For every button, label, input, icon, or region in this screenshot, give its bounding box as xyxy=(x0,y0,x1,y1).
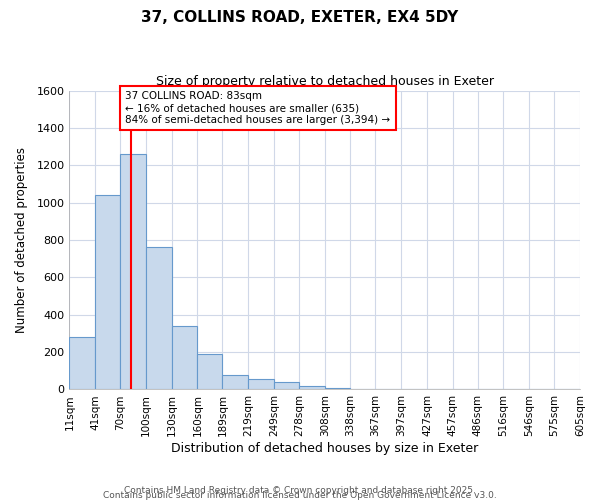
Bar xyxy=(248,379,274,390)
Text: 37, COLLINS ROAD, EXETER, EX4 5DY: 37, COLLINS ROAD, EXETER, EX4 5DY xyxy=(142,10,458,25)
Bar xyxy=(274,382,299,390)
Bar xyxy=(325,388,350,390)
Y-axis label: Number of detached properties: Number of detached properties xyxy=(15,147,28,333)
Text: Contains HM Land Registry data © Crown copyright and database right 2025.: Contains HM Land Registry data © Crown c… xyxy=(124,486,476,495)
Bar xyxy=(299,386,325,390)
Bar xyxy=(223,374,248,390)
Bar xyxy=(146,248,172,390)
Bar xyxy=(197,354,223,390)
Text: Contains public sector information licensed under the Open Government Licence v3: Contains public sector information licen… xyxy=(103,491,497,500)
Bar xyxy=(172,326,197,390)
Bar xyxy=(95,195,120,390)
Text: 37 COLLINS ROAD: 83sqm
← 16% of detached houses are smaller (635)
84% of semi-de: 37 COLLINS ROAD: 83sqm ← 16% of detached… xyxy=(125,92,391,124)
Title: Size of property relative to detached houses in Exeter: Size of property relative to detached ho… xyxy=(155,75,494,88)
Bar xyxy=(120,154,146,390)
Bar xyxy=(70,337,95,390)
X-axis label: Distribution of detached houses by size in Exeter: Distribution of detached houses by size … xyxy=(171,442,478,455)
